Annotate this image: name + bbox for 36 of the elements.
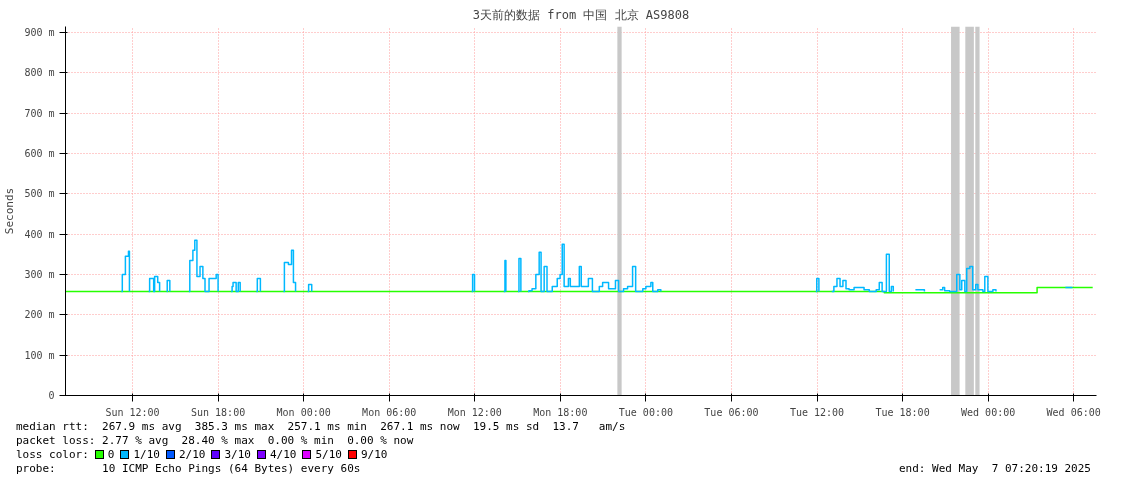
x-tick-label: Tue 06:00 [704, 406, 759, 418]
y-tick-label: 300 m [24, 269, 55, 281]
x-tick-label: Mon 12:00 [447, 406, 502, 418]
x-tick-label: Sun 12:00 [105, 406, 160, 418]
y-tick-label: 400 m [24, 228, 55, 240]
legend-title: loss color: [16, 448, 89, 461]
x-tick-label: Mon 18:00 [533, 406, 588, 418]
legend-label: 1/10 [133, 448, 160, 461]
y-tick-label: 900 m [24, 27, 55, 39]
y-tick-label: 100 m [24, 349, 55, 361]
legend-label: 9/10 [360, 448, 388, 461]
y-tick-label: 700 m [24, 107, 55, 119]
y-axis-title: Seconds [3, 187, 17, 235]
text: end: Wed May 7 07:20:19 2025 [898, 462, 1091, 476]
x-tick-label: Sun 18:00 [190, 406, 246, 418]
x-tick-label: Wed 00:00 [961, 406, 1016, 418]
x-tick-label: Tue 00:00 [618, 406, 673, 418]
text: probe: 10 ICMP Echo Pings (64 Bytes) every 60s [16, 462, 361, 476]
legend-label: 2/10 [178, 448, 206, 461]
legend-label: 3/10 [224, 448, 251, 461]
y-tick-label: 200 m [24, 309, 55, 321]
y-tick-label: 600 m [24, 148, 55, 160]
y-tick-label: 800 m [24, 67, 55, 79]
x-tick-label: Wed 06:00 [1046, 406, 1101, 418]
legend-label: 4/10 [269, 448, 297, 461]
legend-label: 5/10 [315, 448, 342, 461]
x-tick-label: Tue 18:00 [875, 406, 930, 418]
x-tick-label: Tue 12:00 [789, 406, 845, 418]
x-tick-label: Mon 06:00 [362, 406, 417, 418]
y-tick-label: 0 [48, 390, 55, 401]
text: packet loss: 2.77 % avg 28.40 % max 0.00 % min 0.00 % now [16, 434, 414, 448]
y-tick-label: 500 m [24, 188, 55, 200]
chart-title: 3天前的数据 from 中国 北京 AS9808 [472, 7, 690, 22]
x-tick-label: Mon 00:00 [276, 406, 331, 418]
legend-label: 0 [107, 448, 115, 461]
text: median rtt: 267.9 ms avg 385.3 ms max 257.1 ms min 267.1 ms now 19.5 ms sd 13.7 am/s [16, 420, 626, 434]
